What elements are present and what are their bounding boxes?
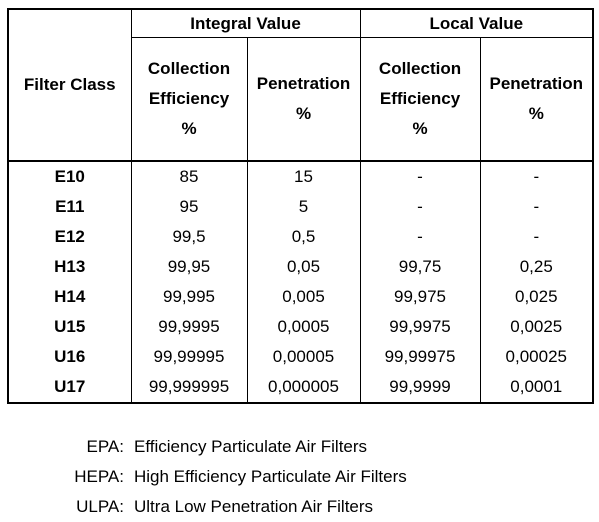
filter-class-cell: U16 [7, 342, 132, 372]
filter-class-cell: H13 [7, 252, 132, 282]
table-row: U16 99,99995 0,00005 99,99975 0,00025 [7, 342, 595, 372]
table-row: H14 99,995 0,005 99,975 0,025 [7, 282, 595, 312]
abbreviation-legend: EPA: Efficiency Particulate Air Filters … [0, 432, 599, 522]
local-penetration-cell: 0,25 [479, 252, 595, 282]
local-penetration-cell: 0,00025 [479, 342, 595, 372]
legend-item: EPA: Efficiency Particulate Air Filters [0, 432, 599, 462]
integral-efficiency-cell: 99,999995 [130, 372, 248, 404]
legend-abbreviation: ULPA: [76, 497, 124, 516]
table-row: E10 85 15 - - [7, 161, 595, 192]
filter-class-cell: E10 [7, 161, 132, 192]
integral-collection-efficiency-header: Collection Efficiency % [130, 37, 248, 162]
integral-efficiency-cell: 99,99995 [130, 342, 248, 372]
integral-penetration-cell: 0,05 [246, 252, 361, 282]
legend-abbreviation: EPA: [86, 437, 124, 456]
header-line: Penetration [489, 74, 584, 93]
local-efficiency-cell: - [359, 192, 481, 222]
integral-penetration-cell: 0,000005 [246, 372, 361, 404]
local-efficiency-cell: 99,975 [359, 282, 481, 312]
local-efficiency-cell: - [359, 222, 481, 252]
legend-description: Ultra Low Penetration Air Filters [134, 497, 374, 516]
integral-penetration-cell: 0,00005 [246, 342, 361, 372]
filter-class-header: Filter Class [7, 8, 132, 162]
local-efficiency-cell: 99,99975 [359, 342, 481, 372]
table-row: U15 99,9995 0,0005 99,9975 0,0025 [7, 312, 595, 342]
integral-efficiency-cell: 99,5 [130, 222, 248, 252]
header-line: % [528, 104, 544, 123]
legend-abbreviation: HEPA: [74, 467, 124, 486]
integral-penetration-cell: 0,005 [246, 282, 361, 312]
header-line: Efficiency [379, 89, 461, 108]
filter-class-cell: U15 [7, 312, 132, 342]
local-penetration-cell: 0,0001 [479, 372, 595, 404]
legend-item: ULPA: Ultra Low Penetration Air Filters [0, 492, 599, 522]
table-row: E11 95 5 - - [7, 192, 595, 222]
integral-efficiency-cell: 85 [130, 161, 248, 192]
local-penetration-cell: 0,0025 [479, 312, 595, 342]
integral-efficiency-cell: 99,9995 [130, 312, 248, 342]
table-row: E12 99,5 0,5 - - [7, 222, 595, 252]
table-row: U17 99,999995 0,000005 99,9999 0,0001 [7, 372, 595, 404]
filter-class-table: Filter Class Integral Value Local Value … [7, 8, 595, 404]
filter-class-cell: E11 [7, 192, 132, 222]
header-line: % [181, 119, 197, 138]
filter-class-cell: H14 [7, 282, 132, 312]
integral-efficiency-cell: 95 [130, 192, 248, 222]
header-line: Penetration [256, 74, 351, 93]
integral-value-header: Integral Value [130, 8, 361, 38]
integral-efficiency-cell: 99,995 [130, 282, 248, 312]
local-efficiency-cell: 99,9975 [359, 312, 481, 342]
local-penetration-cell: - [479, 161, 595, 192]
header-line: % [295, 104, 312, 123]
local-penetration-cell: - [479, 222, 595, 252]
local-efficiency-cell: - [359, 161, 481, 192]
filter-class-cell: U17 [7, 372, 132, 404]
header-line: Collection [147, 59, 231, 78]
local-penetration-cell: 0,025 [479, 282, 595, 312]
local-efficiency-cell: 99,9999 [359, 372, 481, 404]
local-penetration-cell: - [479, 192, 595, 222]
filter-class-cell: E12 [7, 222, 132, 252]
local-value-header: Local Value [359, 8, 595, 38]
integral-penetration-cell: 0,0005 [246, 312, 361, 342]
integral-penetration-cell: 0,5 [246, 222, 361, 252]
integral-efficiency-cell: 99,95 [130, 252, 248, 282]
integral-penetration-header: Penetration % [246, 37, 361, 162]
header-line: Efficiency [148, 89, 230, 108]
integral-penetration-cell: 15 [246, 161, 361, 192]
local-collection-efficiency-header: Collection Efficiency % [359, 37, 481, 162]
legend-description: Efficiency Particulate Air Filters [134, 437, 368, 456]
table-row: H13 99,95 0,05 99,75 0,25 [7, 252, 595, 282]
local-penetration-header: Penetration % [479, 37, 595, 162]
header-line: Collection [378, 59, 462, 78]
header-line: % [412, 119, 428, 138]
local-efficiency-cell: 99,75 [359, 252, 481, 282]
legend-description: High Efficiency Particulate Air Filters [134, 467, 407, 486]
integral-penetration-cell: 5 [246, 192, 361, 222]
legend-item: HEPA: High Efficiency Particulate Air Fi… [0, 462, 599, 492]
